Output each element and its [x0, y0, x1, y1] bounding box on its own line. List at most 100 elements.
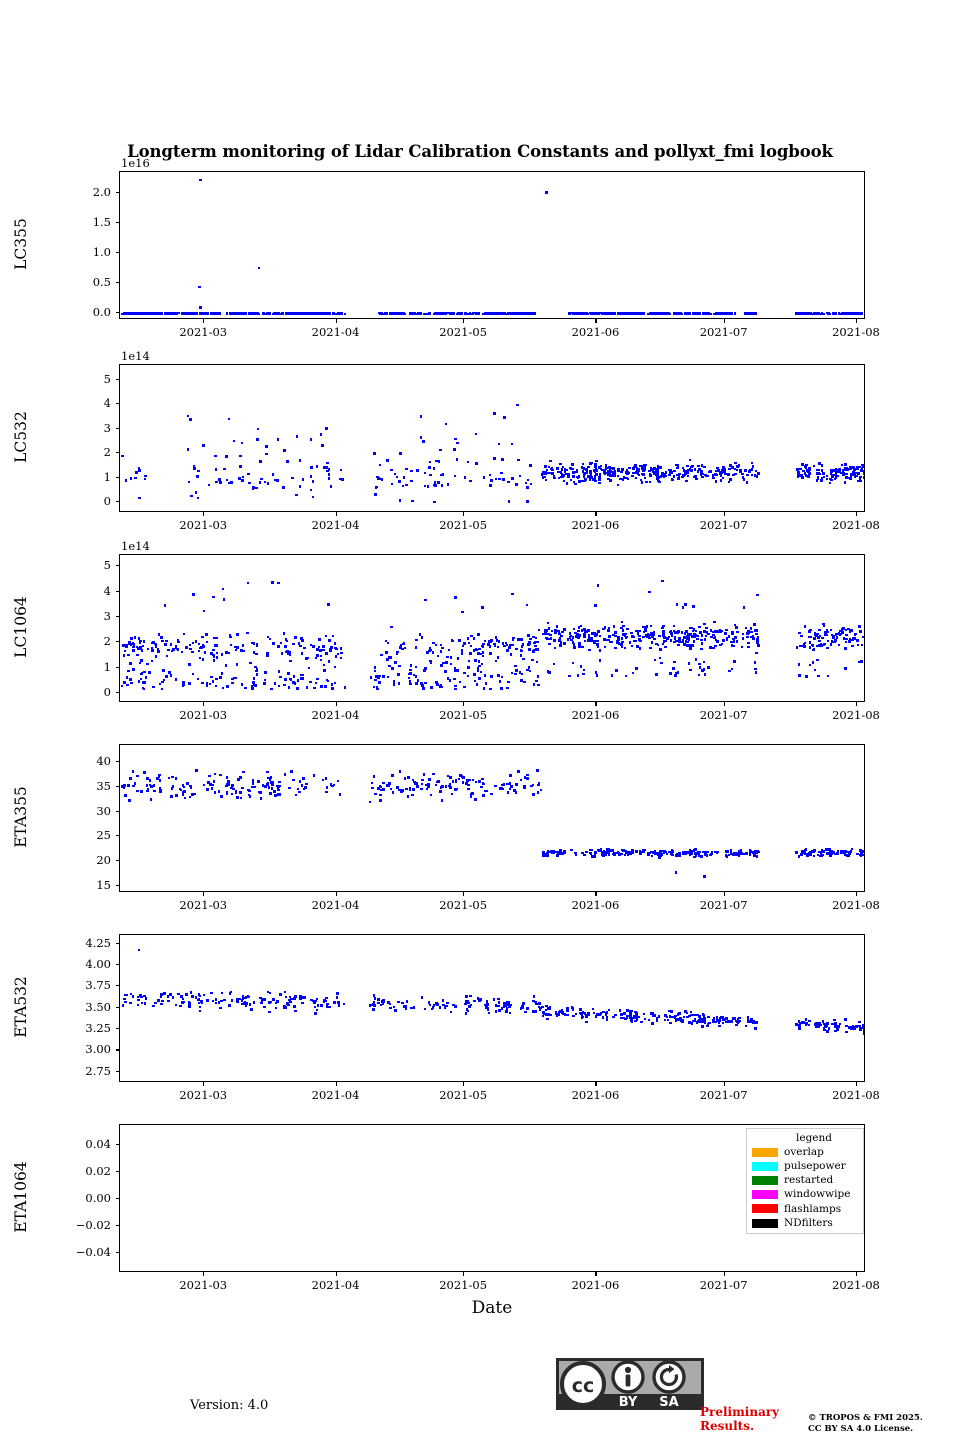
y-tick-mark: [115, 251, 119, 253]
subplot-lc532: [119, 364, 865, 512]
y-axis-label-lc1064: LC1064: [12, 596, 30, 658]
y-tick-label: 0.0: [92, 304, 111, 319]
y-tick-label: 3.00: [85, 1042, 111, 1057]
y-tick-mark: [115, 666, 119, 668]
x-tick-label: 2021-08: [832, 1088, 880, 1102]
x-tick-label: 2021-07: [699, 1088, 748, 1102]
y-tick-mark: [115, 281, 119, 283]
legend-item-windowwipe: windowwipe: [752, 1188, 858, 1202]
x-tick-label: 2021-06: [571, 898, 620, 912]
y-tick-label: 5: [103, 558, 111, 573]
y-tick-mark: [115, 785, 119, 787]
x-tick-mark: [855, 512, 858, 516]
x-tick-label: 2021-07: [699, 898, 748, 912]
x-tick-mark: [335, 702, 337, 706]
x-tick-mark: [203, 892, 205, 896]
version-text: Version: 4.0: [190, 1398, 269, 1413]
x-tick-mark: [855, 702, 858, 706]
y-tick-label: −0.02: [75, 1217, 111, 1232]
x-tick-mark: [335, 1272, 337, 1276]
plot-area-eta532: [119, 934, 865, 1082]
subplot-lc355: [119, 171, 865, 319]
y-tick-mark: [115, 1006, 119, 1008]
y-tick-mark: [115, 860, 119, 862]
y-axis-offset-text: 1e14: [121, 539, 150, 553]
svg-text:SA: SA: [659, 1395, 678, 1410]
y-tick-mark: [115, 835, 119, 837]
y-tick-label: 25: [96, 828, 111, 843]
x-tick-label: 2021-04: [311, 518, 360, 532]
subplot-eta355: [119, 744, 865, 892]
x-tick-mark: [723, 1082, 725, 1086]
legend-item-restarted: restarted: [752, 1173, 858, 1187]
y-tick-label: 0.00: [85, 1191, 111, 1205]
x-tick-label: 2021-03: [179, 518, 228, 532]
y-tick-label: 0.5: [92, 274, 111, 289]
y-tick-label: 3: [103, 420, 111, 435]
svg-text:BY: BY: [619, 1395, 638, 1410]
plot-area-eta355: [119, 744, 865, 892]
legend-swatch-overlap: [752, 1147, 778, 1157]
x-tick-mark: [595, 512, 597, 516]
legend-item-overlap: overlap: [752, 1145, 858, 1159]
legend-label: NDfilters: [784, 1216, 833, 1229]
y-tick-label: 1.0: [92, 244, 111, 259]
copyright-note: © TROPOS & FMI 2025. CC BY SA 4.0 License…: [808, 1413, 923, 1436]
y-tick-mark: [115, 985, 119, 987]
x-tick-label: 2021-07: [699, 1278, 748, 1292]
x-tick-mark: [855, 892, 858, 896]
y-axis-offset-text: 1e16: [121, 156, 150, 170]
plot-area-eta1064: [119, 1124, 865, 1272]
y-tick-mark: [115, 885, 119, 887]
x-tick-label: 2021-05: [439, 518, 488, 532]
x-tick-mark: [203, 1082, 205, 1086]
x-tick-label: 2021-04: [311, 325, 360, 339]
x-tick-mark: [723, 512, 725, 516]
x-tick-label: 2021-08: [832, 1278, 880, 1292]
x-tick-mark: [203, 1272, 205, 1276]
y-tick-label: 20: [96, 853, 111, 868]
legend-label: windowwipe: [784, 1188, 851, 1201]
x-tick-label: 2021-03: [179, 1278, 228, 1292]
preliminary-line-2: Results.: [700, 1419, 755, 1434]
y-tick-label: 1.5: [92, 214, 111, 229]
x-tick-label: 2021-08: [832, 518, 880, 532]
copyright-line-2: CC BY SA 4.0 License.: [808, 1424, 914, 1435]
x-tick-label: 2021-05: [439, 1088, 488, 1102]
x-tick-mark: [463, 702, 465, 706]
x-tick-label: 2021-07: [699, 518, 748, 532]
y-axis-label-lc532: LC532: [12, 411, 30, 463]
page-title: Longterm monitoring of Lidar Calibration…: [127, 142, 833, 161]
x-tick-mark: [203, 702, 205, 706]
svg-text:cc: cc: [572, 1375, 595, 1397]
x-tick-label: 2021-06: [571, 1278, 620, 1292]
x-tick-label: 2021-07: [699, 325, 748, 339]
preliminary-results-note: Preliminary Results.: [700, 1405, 779, 1433]
subplot-eta532: [119, 934, 865, 1082]
x-tick-mark: [335, 1082, 337, 1086]
x-tick-label: 2021-07: [699, 708, 748, 722]
x-tick-mark: [723, 702, 725, 706]
legend-item-ndfilters: NDfilters: [752, 1216, 858, 1230]
y-tick-label: 2.0: [92, 184, 111, 199]
x-tick-mark: [723, 319, 725, 323]
y-tick-label: 0.04: [85, 1137, 111, 1152]
y-tick-label: 2: [103, 445, 111, 460]
y-tick-mark: [115, 810, 119, 812]
x-tick-mark: [335, 319, 337, 323]
subplot-eta1064: [119, 1124, 865, 1272]
y-tick-label: 0: [103, 493, 111, 508]
y-tick-label: 3.25: [85, 1021, 111, 1036]
y-axis-label-eta1064: ETA1064: [12, 1161, 30, 1233]
x-tick-mark: [595, 702, 597, 706]
copyright-line-1: © TROPOS & FMI 2025.: [808, 1413, 923, 1423]
x-tick-mark: [463, 1082, 465, 1086]
y-tick-label: 40: [96, 753, 111, 768]
y-tick-mark: [115, 1028, 119, 1030]
y-tick-label: 3.75: [85, 978, 111, 993]
legend-title: legend: [796, 1132, 832, 1144]
y-tick-label: 1: [103, 659, 111, 674]
x-tick-mark: [463, 512, 465, 516]
subplot-lc1064: [119, 554, 865, 702]
y-tick-mark: [115, 1070, 119, 1072]
